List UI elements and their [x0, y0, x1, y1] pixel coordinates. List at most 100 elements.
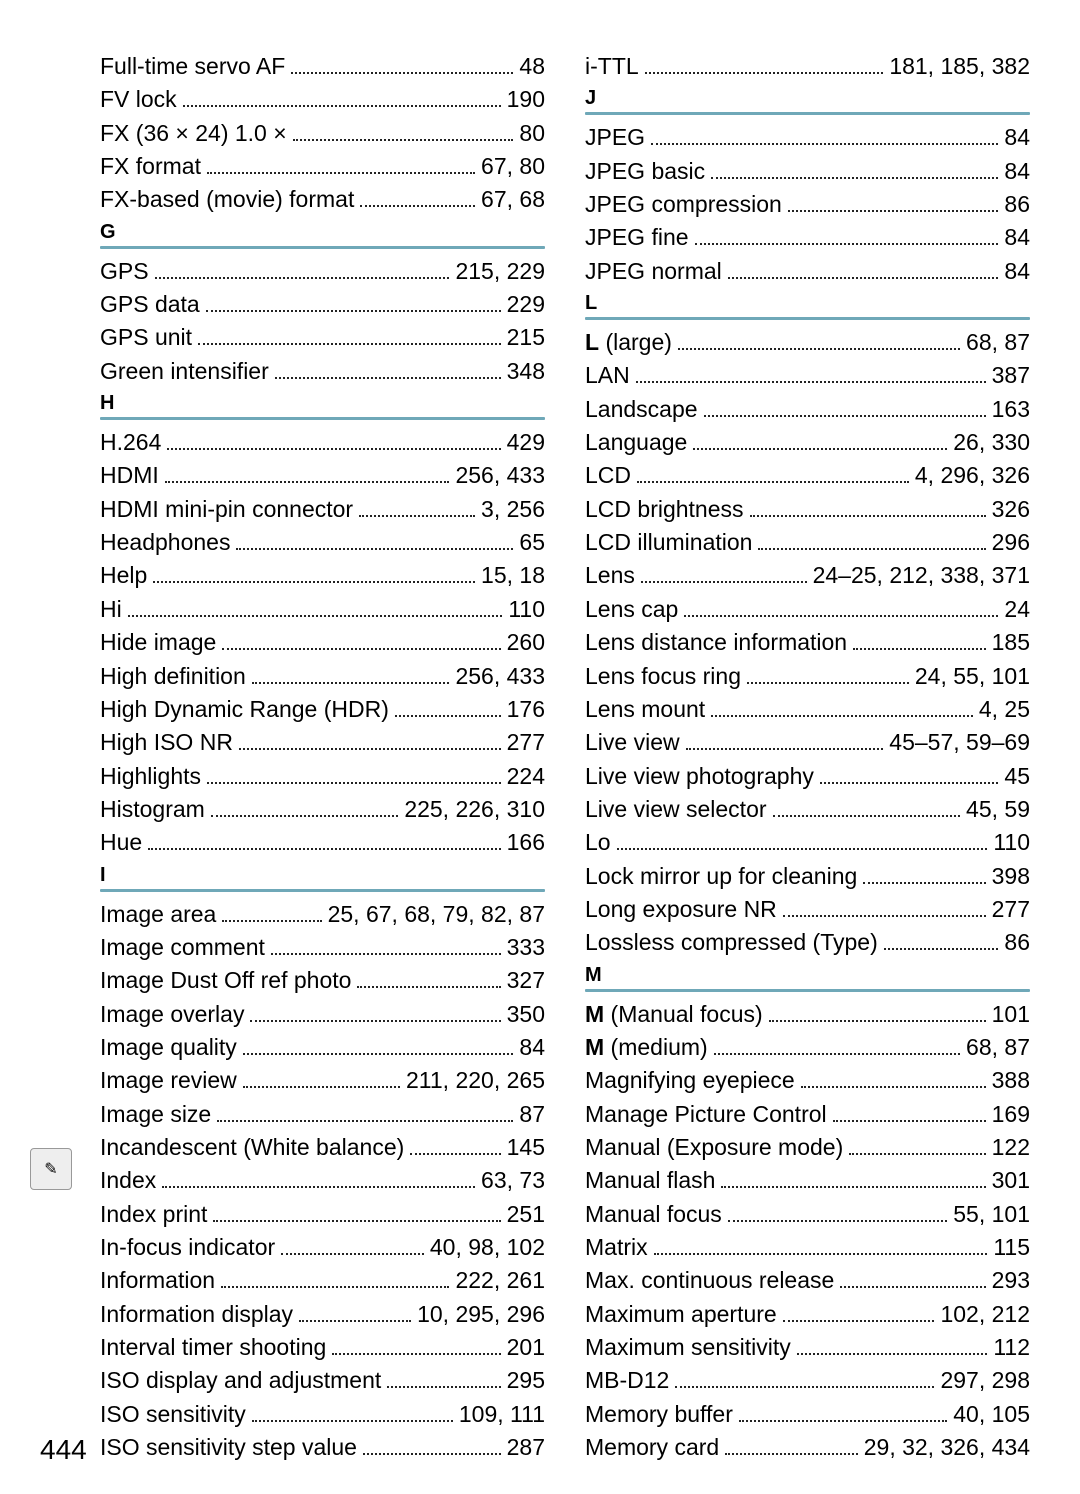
index-term: Image area [100, 898, 216, 931]
index-term: Manual focus [585, 1198, 722, 1231]
index-term: LAN [585, 359, 630, 392]
index-pages: 40, 98, 102 [430, 1231, 545, 1264]
index-entry: M (medium) 68, 87 [585, 1031, 1030, 1064]
section-header: I [100, 864, 545, 892]
dot-leader [293, 121, 514, 140]
index-entry: Information 222, 261 [100, 1264, 545, 1297]
index-pages: 24, 55, 101 [915, 660, 1030, 693]
index-pages: 190 [507, 83, 545, 116]
index-pages: 211, 220, 265 [406, 1064, 545, 1097]
index-pages: 24–25, 212, 338, 371 [813, 559, 1030, 592]
index-entry: In-focus indicator40, 98, 102 [100, 1231, 545, 1264]
index-entry: FX (36 × 24) 1.0 × 80 [100, 117, 545, 150]
index-entry: LAN387 [585, 359, 1030, 392]
index-entry: FX-based (movie) format67, 68 [100, 183, 545, 216]
dot-leader [239, 731, 501, 750]
index-pages: 260 [507, 626, 545, 659]
section-divider [100, 889, 545, 892]
dot-leader [725, 1436, 858, 1455]
index-term: Interval timer shooting [100, 1331, 326, 1364]
index-term: Image Dust Off ref photo [100, 964, 351, 997]
index-term-rest: (medium) [604, 1034, 708, 1060]
index-term-bold-prefix: M [585, 1034, 604, 1060]
index-term: Hue [100, 826, 142, 859]
index-entry: Headphones65 [100, 526, 545, 559]
index-entry: HDMI mini-pin connector3, 256 [100, 493, 545, 526]
index-pages: 348 [507, 355, 545, 388]
index-term: Headphones [100, 526, 230, 559]
section-letter: M [585, 964, 1030, 989]
index-pages: 84 [1004, 155, 1030, 188]
index-entry: Manual (Exposure mode)122 [585, 1131, 1030, 1164]
index-term: LCD illumination [585, 526, 752, 559]
index-pages: 296 [992, 526, 1030, 559]
index-entry: LCD4, 296, 326 [585, 459, 1030, 492]
index-pages: 68, 87 [966, 1031, 1030, 1064]
index-pages: 333 [507, 931, 545, 964]
index-term: Manual flash [585, 1164, 715, 1197]
index-term: Language [585, 426, 687, 459]
dot-leader [236, 531, 513, 550]
index-column-left: Full-time servo AF48FV lock190FX (36 × 2… [100, 50, 545, 1464]
index-entry: Lens mount4, 25 [585, 693, 1030, 726]
section-divider [585, 112, 1030, 115]
index-pages: 45–57, 59–69 [889, 726, 1030, 759]
dot-leader [299, 1302, 411, 1321]
index-entry: Hide image 260 [100, 626, 545, 659]
index-pages: 222, 261 [455, 1264, 545, 1297]
dot-leader [645, 55, 884, 74]
index-term: FX (36 × 24) 1.0 × [100, 117, 287, 150]
index-term: Landscape [585, 393, 698, 426]
index-term: Magnifying eyepiece [585, 1064, 795, 1097]
dot-leader [243, 1069, 400, 1088]
index-entry: Memory card29, 32, 326, 434 [585, 1431, 1030, 1464]
index-pages: 301 [992, 1164, 1030, 1197]
index-entry: JPEG normal84 [585, 255, 1030, 288]
index-pages: 185 [992, 626, 1030, 659]
dot-leader [243, 1036, 514, 1055]
dot-leader [641, 564, 807, 583]
index-pages: 63, 73 [481, 1164, 545, 1197]
index-entry: Manage Picture Control169 [585, 1098, 1030, 1131]
index-entry: GPS unit 215 [100, 321, 545, 354]
dot-leader [252, 664, 450, 683]
section-letter: H [100, 392, 545, 417]
index-pages: 327 [507, 964, 545, 997]
dot-leader [637, 464, 909, 483]
dot-leader [884, 931, 999, 950]
dot-leader [281, 1236, 424, 1255]
index-pages: 326 [992, 493, 1030, 526]
dot-leader [728, 259, 999, 278]
index-entry: Index63, 73 [100, 1164, 545, 1197]
index-entry: Maximum sensitivity112 [585, 1331, 1030, 1364]
index-term: Incandescent (White balance) [100, 1131, 404, 1164]
index-pages: 4, 296, 326 [915, 459, 1030, 492]
index-term: Information [100, 1264, 215, 1297]
dot-leader [387, 1369, 500, 1388]
dot-leader [750, 498, 986, 517]
index-entry: Incandescent (White balance)145 [100, 1131, 545, 1164]
section-divider [100, 246, 545, 249]
dot-leader [183, 88, 501, 107]
index-term: Image review [100, 1064, 237, 1097]
dot-leader [206, 293, 501, 312]
index-term: Hi [100, 593, 122, 626]
index-term: Manual (Exposure mode) [585, 1131, 843, 1164]
index-entry: Hi110 [100, 593, 545, 626]
index-pages: 68, 87 [966, 326, 1030, 359]
index-term: Hide image [100, 626, 216, 659]
index-pages: 48 [519, 50, 545, 83]
index-term: JPEG basic [585, 155, 705, 188]
index-term: Lock mirror up for cleaning [585, 860, 857, 893]
dot-leader [739, 1402, 947, 1421]
index-term: GPS unit [100, 321, 192, 354]
index-pages: 215 [507, 321, 545, 354]
dot-leader [213, 1202, 500, 1221]
dot-leader [155, 259, 450, 278]
index-pages: 84 [1004, 221, 1030, 254]
index-entry: Help15, 18 [100, 559, 545, 592]
dot-leader [711, 698, 973, 717]
index-term: Maximum aperture [585, 1298, 777, 1331]
index-pages: 80 [519, 117, 545, 150]
index-term: JPEG compression [585, 188, 782, 221]
